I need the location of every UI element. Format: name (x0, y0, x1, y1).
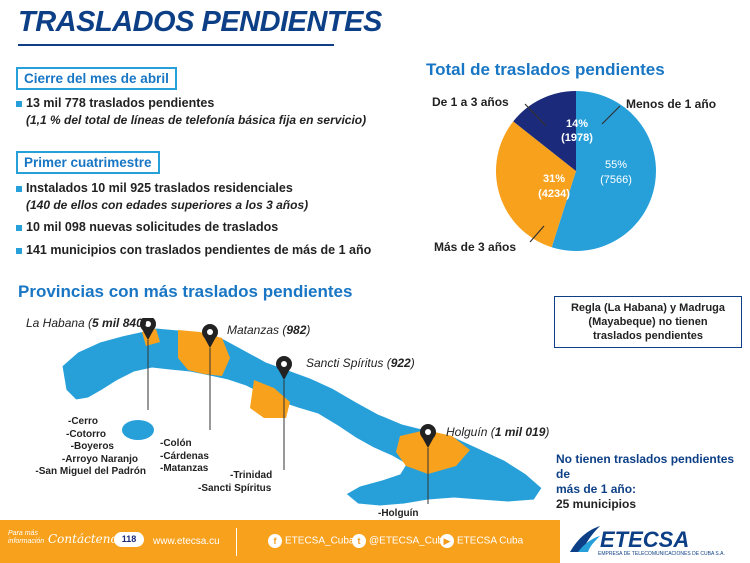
cuatrimestre-line-2: (140 de ellos con edades superiores a lo… (26, 198, 309, 212)
twitter-icon: t (352, 534, 366, 548)
april-line-2: (1,1 % del total de líneas de telefonía … (26, 113, 367, 127)
footer-twitter-link[interactable]: t @ETECSA_Cuba (352, 534, 449, 548)
section-cuatrimestre-heading: Primer cuatrimestre (16, 151, 160, 174)
bullet-icon (16, 100, 22, 107)
footer-web-link[interactable]: www.etecsa.cu (153, 536, 220, 547)
municipality: -San Miguel del Padrón (35, 466, 146, 477)
slice-label-mas3-val: (4234) (538, 188, 570, 200)
no-pendientes-note: No tienen traslados pendientes de más de… (556, 452, 750, 512)
matanzas-municipalities: -Colón -Cárdenas -Matanzas (160, 438, 209, 476)
footer-divider (236, 528, 237, 556)
footer-facebook-link[interactable]: f ETECSA_Cuba (268, 534, 354, 548)
etecsa-logo-icon (570, 526, 600, 552)
brand-name: ETECSA (600, 527, 690, 552)
slice-label-mas3-pct: 31% (543, 173, 565, 185)
section-april-heading: Cierre del mes de abril (16, 67, 177, 90)
provinces-title: Provincias con más traslados pendientes (18, 282, 353, 301)
slice-label-menos1-pct: 55% (605, 159, 627, 171)
pie-title: Total de traslados pendientes (426, 60, 665, 79)
municipality: -Holguín (378, 508, 419, 519)
slice-label-1a3-val: (1978) (561, 132, 593, 144)
footer-youtube-link[interactable]: ▶ ETECSA Cuba (440, 534, 523, 548)
slice-label-menos1-val: (7566) (600, 174, 632, 186)
municipality: -Cotorro (66, 428, 106, 440)
city-holguin: Holguín (1 mil 019) (446, 425, 550, 439)
bullet-icon (16, 185, 22, 192)
city-sancti-spiritus: Sancti Spíritus (922) (306, 356, 415, 370)
page-title: TRASLADOS PENDIENTES (18, 6, 382, 38)
pie-legend-1a3: De 1 a 3 años (432, 95, 509, 109)
cuba-map (61, 318, 543, 507)
municipality: -Arroyo Naranjo (61, 453, 138, 465)
footer-phone-badge[interactable]: 118 (114, 532, 144, 547)
pin-matanzas-icon (202, 324, 218, 430)
footer-facebook-text: ETECSA_Cuba (285, 535, 355, 547)
regla-note-line: Regla (La Habana) y Madruga (570, 302, 726, 314)
regla-note-line: traslados pendientes (592, 330, 704, 342)
footer-informacion-text: información (8, 538, 45, 545)
facebook-icon: f (268, 534, 282, 548)
pie-slice-1-a-3-anos (513, 91, 576, 171)
footer-youtube-text: ETECSA Cuba (457, 535, 524, 547)
cuatrimestre-line-4: 141 municipios con traslados pendientes … (16, 243, 371, 257)
holguin-municipalities: -Holguín (378, 508, 419, 521)
cuatrimestre-text-4: 141 municipios con traslados pendientes … (26, 243, 372, 257)
pie-legend-menos1: Menos de 1 año (626, 97, 717, 111)
slice-label-1a3-pct: 14% (566, 118, 588, 130)
no-pendientes-line-2: más de 1 año: (556, 482, 637, 496)
cuatrimestre-line-3: 10 mil 098 nuevas solicitudes de traslad… (16, 220, 278, 234)
map-matanzas (178, 330, 230, 376)
pie-legend-mas3: Más de 3 años (434, 240, 517, 254)
pie-slice-mas-3-anos (495, 121, 576, 248)
municipality: -Cerro (67, 416, 98, 427)
cuatrimestre-text-1: Instalados 10 mil 925 traslados residenc… (26, 181, 293, 195)
map-sancti-spiritus (250, 380, 290, 418)
municipality: -Colón (160, 438, 192, 449)
city-la-habana: La Habana (5 mil 840) (26, 316, 147, 330)
brand-subtitle: EMPRESA DE TELECOMUNICACIONES DE CUBA S.… (598, 551, 725, 557)
footer-twitter-text: @ETECSA_Cuba (369, 535, 449, 547)
youtube-icon: ▶ (440, 534, 454, 548)
regla-note-box: Regla (La Habana) y Madruga (Mayabeque) … (554, 296, 742, 348)
pie-chart: 55% (7566) 31% (4234) 14% (1978) (495, 91, 656, 252)
municipality: -Cárdenas (160, 450, 209, 462)
footer-para-mas-text: Para más (8, 530, 38, 537)
bullet-icon (16, 247, 22, 254)
bullet-icon (16, 224, 22, 231)
municipality: -Matanzas (160, 463, 209, 474)
footer-para-mas: Para más información (8, 530, 44, 546)
pin-la-habana-icon (140, 318, 156, 410)
pin-holguin-icon (420, 424, 436, 504)
cuatrimestre-line-1: Instalados 10 mil 925 traslados residenc… (16, 181, 293, 195)
pie-slice-menos-1-ano (551, 91, 656, 252)
cuatrimestre-text-3: 10 mil 098 nuevas solicitudes de traslad… (26, 220, 279, 234)
city-matanzas: Matanzas (982) (227, 323, 311, 337)
no-pendientes-line-1: No tienen traslados pendientes de (556, 452, 735, 481)
leader-line-mas3 (529, 225, 545, 243)
sancti-municipalities: -Trinidad -Sancti Spíritus (198, 470, 272, 495)
april-text-1: 13 mil 778 traslados pendientes (26, 96, 215, 110)
habana-municipalities: -Cerro -Cotorro -Boyeros -Arroyo Naranjo… (2, 416, 146, 479)
footer-contactenos: Contáctenos... (48, 532, 136, 546)
municipality: -Trinidad (230, 470, 273, 481)
pin-sancti-spiritus-icon (276, 356, 292, 470)
april-line-1: 13 mil 778 traslados pendientes (16, 96, 214, 110)
map-holguin (396, 430, 470, 474)
title-underline (18, 44, 334, 46)
leader-line-menos1 (601, 105, 621, 125)
municipality: -Sancti Spíritus (198, 482, 272, 494)
map-isla-juventud (122, 420, 154, 440)
no-pendientes-line-3: 25 municipios (556, 497, 637, 511)
leader-line-1a3 (524, 103, 547, 127)
regla-note-line: (Mayabeque) no tienen (588, 316, 708, 328)
municipality: -Boyeros (70, 441, 114, 452)
